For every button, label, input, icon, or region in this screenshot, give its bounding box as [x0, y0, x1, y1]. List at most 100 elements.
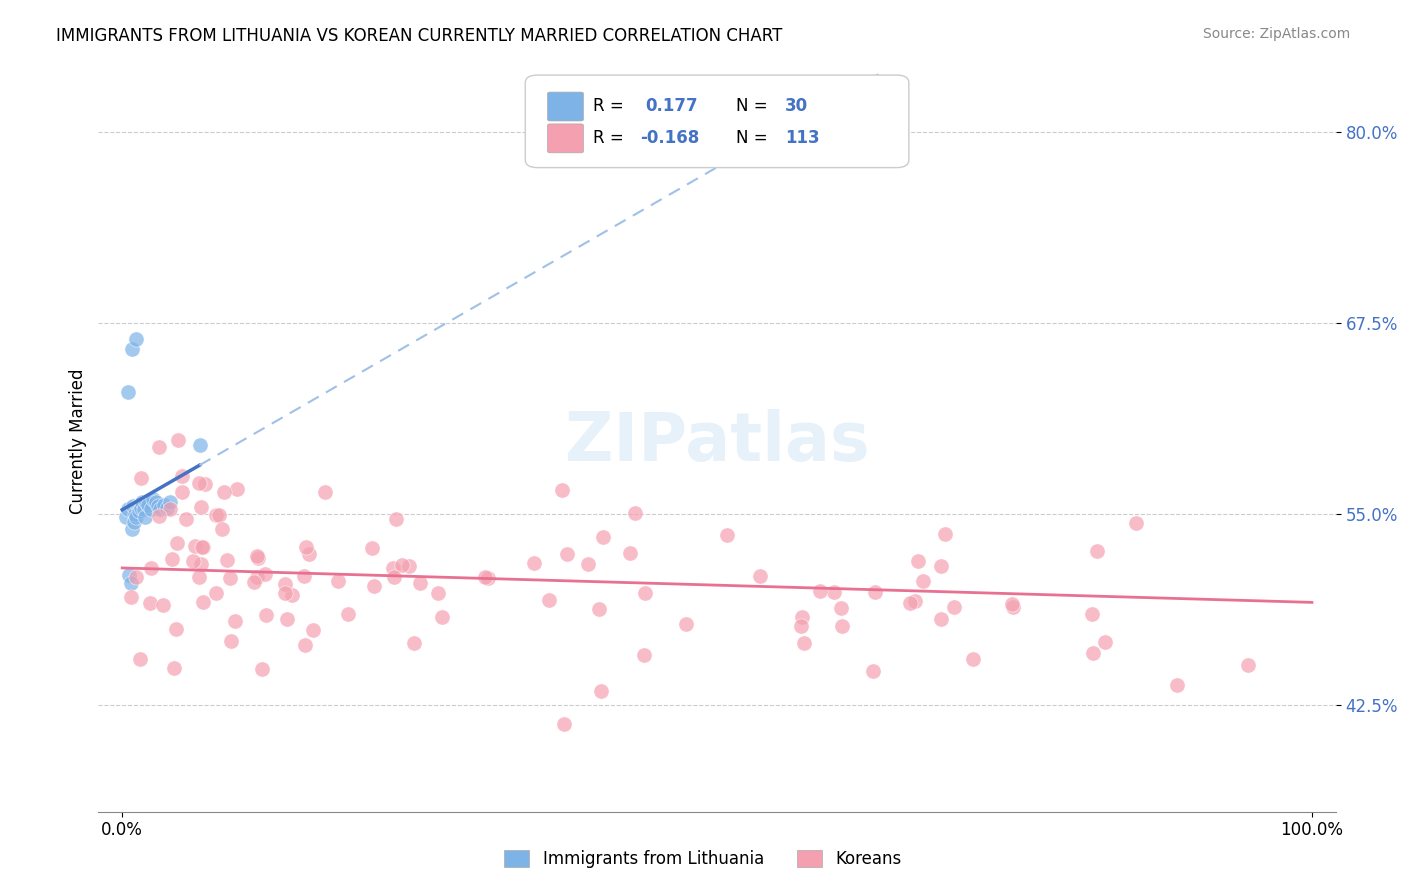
- Point: [254, 607, 277, 622]
- Point: [125, 331, 148, 345]
- Point: [246, 549, 269, 564]
- Point: [117, 502, 139, 516]
- Point: [1001, 597, 1024, 611]
- Point: [125, 570, 148, 584]
- Text: N =: N =: [735, 97, 768, 115]
- Text: 0.177: 0.177: [645, 97, 697, 115]
- Point: [132, 502, 155, 516]
- Point: [808, 583, 831, 598]
- Point: [129, 498, 152, 512]
- Point: [426, 585, 449, 599]
- Point: [134, 510, 156, 524]
- Point: [749, 569, 772, 583]
- Text: N =: N =: [735, 129, 768, 147]
- Point: [314, 485, 336, 500]
- Point: [219, 571, 242, 585]
- Point: [122, 515, 145, 529]
- Point: [176, 512, 198, 526]
- Point: [121, 342, 143, 356]
- Text: Source: ZipAtlas.com: Source: ZipAtlas.com: [1202, 27, 1350, 41]
- Point: [477, 571, 499, 585]
- Text: 30: 30: [785, 97, 808, 115]
- Point: [1081, 646, 1104, 660]
- Point: [148, 440, 170, 454]
- Point: [274, 586, 297, 600]
- Point: [183, 539, 205, 553]
- Point: [385, 512, 408, 526]
- Point: [361, 541, 384, 556]
- Point: [250, 662, 273, 676]
- Text: IMMIGRANTS FROM LITHUANIA VS KOREAN CURRENTLY MARRIED CORRELATION CHART: IMMIGRANTS FROM LITHUANIA VS KOREAN CURR…: [56, 27, 783, 45]
- Point: [139, 561, 162, 575]
- Point: [205, 586, 228, 600]
- Point: [120, 590, 142, 604]
- Point: [302, 623, 325, 637]
- Point: [274, 577, 297, 591]
- FancyBboxPatch shape: [547, 124, 583, 153]
- Point: [156, 500, 179, 515]
- Point: [120, 575, 142, 590]
- Point: [191, 595, 214, 609]
- Point: [865, 585, 887, 599]
- Point: [172, 469, 194, 483]
- Text: R =: R =: [593, 97, 624, 115]
- Point: [163, 661, 186, 675]
- Point: [131, 495, 153, 509]
- Point: [912, 574, 935, 588]
- Point: [823, 584, 845, 599]
- Point: [148, 508, 170, 523]
- Point: [588, 601, 610, 615]
- Point: [243, 574, 266, 589]
- Point: [246, 570, 269, 584]
- Point: [295, 540, 318, 554]
- Point: [1236, 657, 1258, 672]
- Point: [165, 623, 187, 637]
- Point: [929, 612, 952, 626]
- Point: [215, 553, 238, 567]
- Point: [159, 495, 181, 509]
- Point: [128, 652, 150, 666]
- Point: [292, 569, 315, 583]
- Point: [160, 552, 183, 566]
- Point: [125, 510, 148, 524]
- Point: [166, 535, 188, 549]
- Point: [633, 648, 655, 662]
- Point: [675, 617, 697, 632]
- Point: [382, 569, 405, 583]
- Point: [789, 619, 811, 633]
- Point: [193, 540, 215, 554]
- Point: [430, 609, 453, 624]
- Point: [117, 384, 139, 399]
- Point: [934, 527, 956, 541]
- Point: [212, 485, 235, 500]
- Point: [404, 636, 426, 650]
- Point: [398, 559, 420, 574]
- Point: [139, 502, 162, 516]
- Point: [127, 500, 149, 514]
- Point: [188, 569, 211, 583]
- Point: [145, 495, 167, 509]
- Point: [929, 559, 952, 574]
- Point: [1125, 516, 1147, 530]
- Legend: Immigrants from Lithuania, Koreans: Immigrants from Lithuania, Koreans: [498, 843, 908, 875]
- Point: [225, 482, 247, 496]
- Point: [152, 598, 174, 612]
- Point: [129, 500, 152, 515]
- Point: [167, 433, 190, 447]
- Point: [121, 522, 143, 536]
- Point: [224, 614, 246, 628]
- Point: [578, 557, 600, 571]
- Point: [153, 498, 176, 512]
- Point: [550, 483, 572, 497]
- Point: [172, 484, 194, 499]
- Point: [1166, 678, 1188, 692]
- Point: [142, 491, 165, 506]
- Point: [553, 717, 575, 731]
- Text: 113: 113: [785, 129, 820, 147]
- Point: [253, 567, 276, 582]
- Text: R =: R =: [593, 129, 624, 147]
- Point: [381, 561, 404, 575]
- Point: [298, 548, 321, 562]
- Point: [716, 528, 738, 542]
- Point: [194, 477, 217, 491]
